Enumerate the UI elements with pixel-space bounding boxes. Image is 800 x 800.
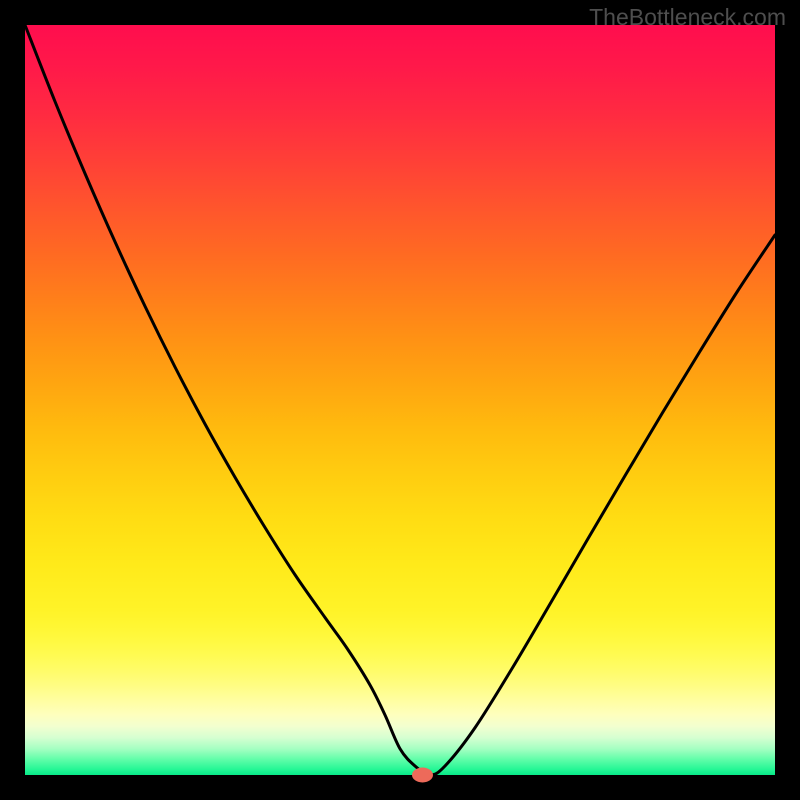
plot-background [25,25,775,775]
chart-container: TheBottleneck.com [0,0,800,800]
chart-svg [0,0,800,800]
watermark-text: TheBottleneck.com [589,4,786,31]
valley-marker [412,768,433,783]
